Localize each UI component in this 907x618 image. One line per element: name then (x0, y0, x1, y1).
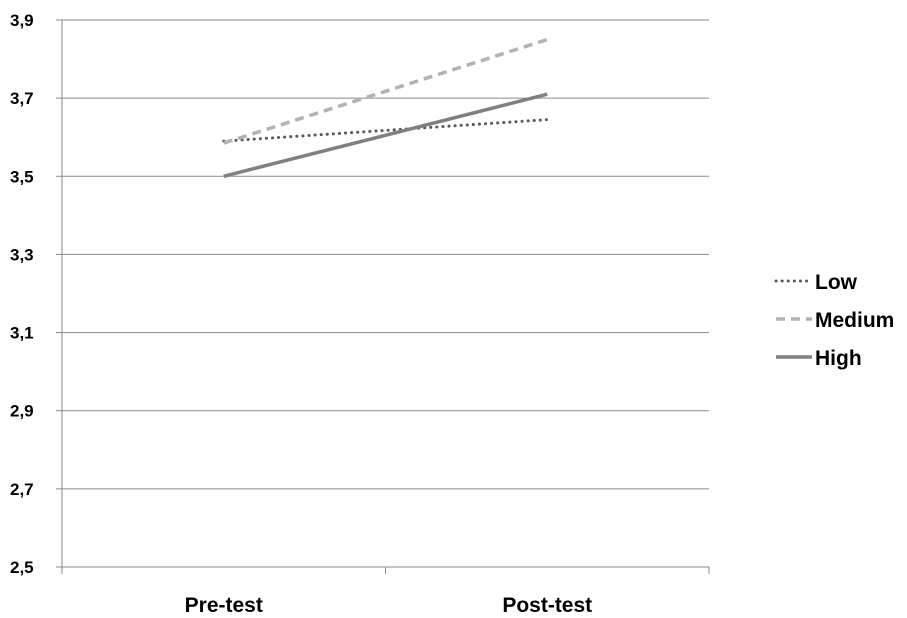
series-line-high (223, 92, 548, 178)
x-tick-label: Pre-test (185, 594, 263, 617)
series-line-low (222, 118, 549, 143)
x-tick-label: Post-test (502, 594, 592, 617)
legend: Low Medium High (774, 271, 894, 370)
gridlines (62, 19, 709, 490)
y-tick-label: 2,9 (10, 402, 34, 421)
y-tick-label: 3,7 (10, 89, 34, 108)
legend-label-low: Low (815, 271, 858, 294)
y-tick-label: 2,7 (10, 480, 34, 499)
x-axis-ticks: Pre-test Post-test (61, 567, 710, 617)
legend-label-high: High (815, 347, 862, 370)
y-axis-ticks: 2,5 2,7 2,9 3,1 3,3 3,5 3,7 3,9 (10, 11, 62, 577)
y-tick-label: 3,1 (10, 324, 34, 343)
series-lines (222, 37, 549, 178)
y-tick-label: 2,5 (10, 558, 34, 577)
legend-label-medium: Medium (815, 309, 894, 332)
y-tick-label: 3,9 (10, 11, 34, 30)
y-tick-label: 3,5 (10, 167, 34, 186)
series-line-medium (223, 37, 548, 145)
y-tick-label: 3,3 (10, 245, 34, 264)
axes (61, 20, 709, 568)
